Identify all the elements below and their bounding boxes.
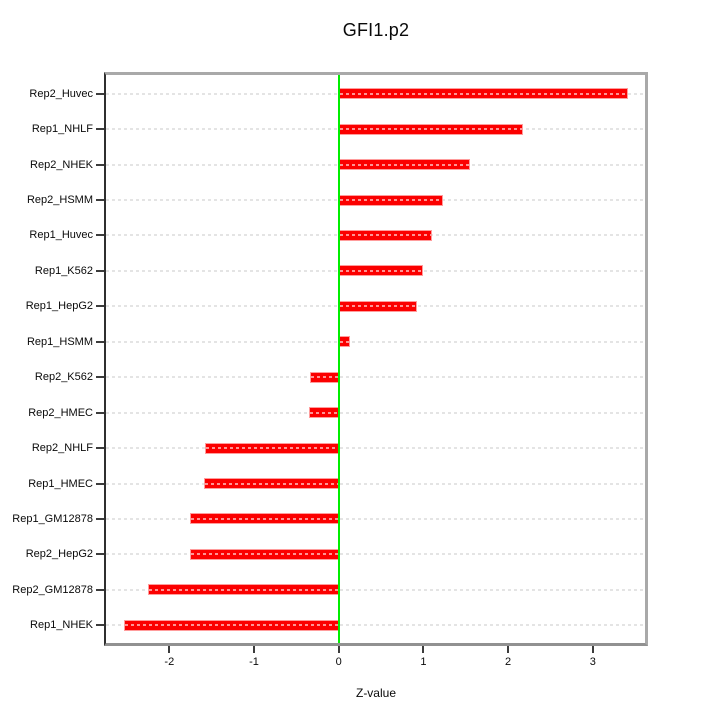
bar-Rep2_Huvec [338,88,629,100]
y-axis-label: Rep1_NHEK [30,619,93,632]
x-tick-label: 2 [505,656,512,668]
y-tick-mark [96,269,104,272]
y-tick-mark [96,447,104,450]
gridline [106,482,645,485]
bar-grid-overlay [190,553,338,556]
y-tick-mark [96,517,104,520]
y-tick-mark [96,411,104,414]
y-axis-label: Rep1_Huvec [29,229,93,242]
bar-grid-overlay [124,624,338,627]
y-axis-label: Rep2_K562 [34,371,93,384]
y-axis-label: Rep1_GM12878 [12,512,93,525]
y-tick-mark [96,92,104,95]
y-tick-mark [96,340,104,343]
x-tick-mark [591,646,594,653]
y-axis-label: Rep1_HepG2 [25,300,93,313]
bar-grid-overlay [205,447,338,450]
y-axis-label: Rep2_HepG2 [25,548,93,561]
x-tick-mark [337,646,340,653]
x-tick-label: 1 [420,656,427,668]
y-axis-label: Rep1_HMEC [28,477,93,490]
y-tick-mark [96,234,104,237]
bar-Rep1_HSMM [338,336,350,348]
bar-Rep1_NHLF [338,123,524,135]
x-tick-mark [422,646,425,653]
gridline [106,376,645,379]
zero-reference-line [337,75,340,643]
y-axis-label: Rep2_NHLF [31,442,93,455]
x-tick-mark [507,646,510,653]
bar-Rep2_GM12878 [148,584,339,596]
bar-grid-overlay [191,517,338,520]
bar-Rep1_GM12878 [190,513,339,525]
y-tick-mark [96,482,104,485]
gridline [106,340,645,343]
bar-Rep1_HepG2 [338,300,418,312]
y-axis-label: Rep1_HSMM [26,335,93,348]
y-axis-label: Rep2_HSMM [26,194,93,207]
y-axis-label: Rep2_Huvec [29,87,93,100]
y-axis-label: Rep2_GM12878 [12,583,93,596]
bar-grid-overlay [339,128,523,131]
bar-grid-overlay [205,482,338,485]
bar-Rep2_HSMM [338,194,443,206]
bar-grid-overlay [310,411,338,414]
gridline [106,588,645,591]
y-axis-label: Rep1_K562 [34,264,93,277]
y-tick-mark [96,553,104,556]
bar-Rep2_NHEK [338,159,470,171]
bar-Rep2_HMEC [309,407,339,419]
y-tick-mark [96,624,104,627]
y-axis-label: Rep2_HMEC [28,406,93,419]
x-axis-title: Z-value [355,686,396,700]
x-tick-mark [168,646,171,653]
y-axis-label: Rep2_NHEK [30,158,93,171]
bar-Rep1_K562 [338,265,423,277]
x-tick-label: 3 [589,656,596,668]
gridline [106,624,645,627]
y-tick-mark [96,199,104,202]
bar-Rep1_NHEK [123,619,339,631]
y-tick-mark [96,588,104,591]
y-axis-label: Rep1_NHLF [31,123,93,136]
y-tick-mark [96,128,104,131]
bar-grid-overlay [339,305,417,308]
bar-Rep2_K562 [309,371,339,383]
bar-Rep2_NHLF [204,442,339,454]
bar-grid-overlay [149,588,338,591]
y-tick-mark [96,163,104,166]
bar-grid-overlay [339,269,422,272]
bar-Rep2_HepG2 [189,548,339,560]
bar-Rep1_Huvec [338,229,432,241]
bar-Rep1_HMEC [204,478,339,490]
gridline [106,411,645,414]
x-tick-mark [253,646,255,653]
x-tick-label: -2 [164,656,175,668]
bar-grid-overlay [339,92,628,95]
bar-grid-overlay [339,199,442,202]
chart-title: GFI1.p2 [342,20,410,40]
gridline [106,447,645,450]
y-tick-mark [96,376,104,379]
bar-grid-overlay [339,234,431,237]
x-tick-label: 0 [335,656,342,668]
x-tick-label: -1 [249,656,259,668]
plot-area [104,72,648,646]
bar-grid-overlay [339,340,349,343]
gridline [106,517,645,520]
gridline [106,553,645,556]
y-tick-mark [96,305,104,308]
bar-grid-overlay [310,376,338,379]
bar-grid-overlay [339,163,469,166]
